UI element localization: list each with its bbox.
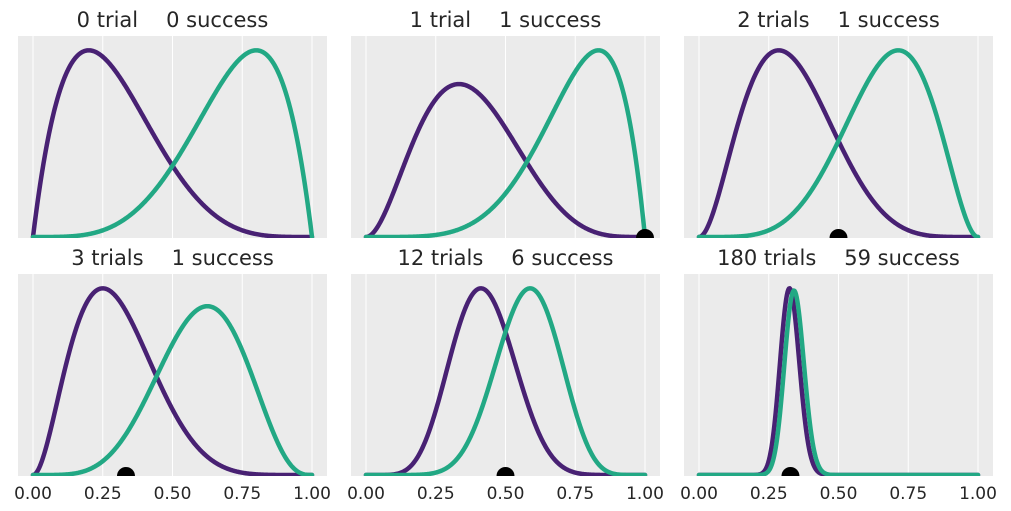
series-group bbox=[30, 286, 315, 476]
x-tick-label: 0.75 bbox=[556, 484, 594, 504]
panel-2: 1 trial 1 success bbox=[351, 8, 660, 238]
panel-title-success: 6 success bbox=[511, 246, 613, 270]
observed-proportion-marker bbox=[116, 466, 135, 476]
panel-1: 0 trial 0 success bbox=[18, 8, 327, 238]
panel-title-trials: 180 trials bbox=[717, 246, 816, 270]
series-line-prior-b bbox=[363, 48, 648, 238]
x-tick-label: 0.00 bbox=[680, 484, 718, 504]
x-tick-label: 1.00 bbox=[626, 484, 664, 504]
observed-proportion-marker bbox=[829, 229, 848, 238]
panel-title-success: 59 success bbox=[844, 246, 960, 270]
panel-title-trials: 12 trials bbox=[398, 246, 484, 270]
series-line-prior-b bbox=[30, 48, 315, 238]
panel-title-trials: 1 trial bbox=[410, 8, 471, 32]
series-line-prior-a bbox=[363, 81, 648, 238]
series-group bbox=[696, 286, 981, 476]
panel-title-success: 1 success bbox=[499, 8, 601, 32]
panel-title: 3 trials 1 success bbox=[71, 246, 274, 270]
x-tick-label: 0.75 bbox=[223, 484, 261, 504]
panel-title-success: 1 success bbox=[172, 246, 274, 270]
x-tick-label: 0.00 bbox=[14, 484, 52, 504]
x-tick-label: 0.75 bbox=[889, 484, 927, 504]
x-tick-label: 0.50 bbox=[487, 484, 525, 504]
panel-3: 2 trials 1 success bbox=[684, 8, 993, 238]
x-tick-label: 0.00 bbox=[347, 484, 385, 504]
series-line-prior-a bbox=[30, 286, 315, 476]
series-group bbox=[363, 286, 648, 476]
series-line-prior-b bbox=[30, 303, 315, 476]
series-line-prior-b bbox=[696, 288, 981, 476]
panel-title-trials: 3 trials bbox=[71, 246, 143, 270]
panel-title: 0 trial 0 success bbox=[77, 8, 269, 32]
observed-proportion-marker bbox=[636, 229, 654, 238]
panel-title-trials: 2 trials bbox=[737, 8, 809, 32]
panel-title-trials: 0 trial bbox=[77, 8, 138, 32]
panel-title: 2 trials 1 success bbox=[737, 8, 940, 32]
x-tick-label: 0.25 bbox=[84, 484, 122, 504]
series-group bbox=[696, 48, 981, 238]
panel-4: 3 trials 1 success 0.00 0.25 0.50 0.75 1.00 bbox=[14, 246, 331, 504]
series-group bbox=[30, 48, 315, 238]
panel-title-success: 0 success bbox=[166, 8, 268, 32]
series-line-prior-b bbox=[696, 48, 981, 238]
x-tick-label: 0.50 bbox=[820, 484, 858, 504]
x-tick-label: 1.00 bbox=[293, 484, 331, 504]
series-group bbox=[363, 48, 648, 238]
panel-title: 180 trials 59 success bbox=[717, 246, 960, 270]
observed-proportion-marker bbox=[781, 467, 800, 476]
x-tick-label: 1.00 bbox=[959, 484, 997, 504]
series-line-prior-b bbox=[363, 286, 648, 476]
x-tick-label: 0.25 bbox=[750, 484, 788, 504]
panel-title: 12 trials 6 success bbox=[398, 246, 614, 270]
x-tick-label: 0.50 bbox=[154, 484, 192, 504]
panel-5: 12 trials 6 success 0.00 0.25 0.50 0.75 1.00 bbox=[347, 246, 664, 504]
panel-title: 1 trial 1 success bbox=[410, 8, 602, 32]
observed-proportion-marker bbox=[496, 467, 515, 476]
x-tick-label: 0.25 bbox=[417, 484, 455, 504]
panel-6: 180 trials 59 success 0.00 0.25 0.50 0.75 1.00 bbox=[680, 246, 997, 504]
panel-title-success: 1 success bbox=[838, 8, 940, 32]
